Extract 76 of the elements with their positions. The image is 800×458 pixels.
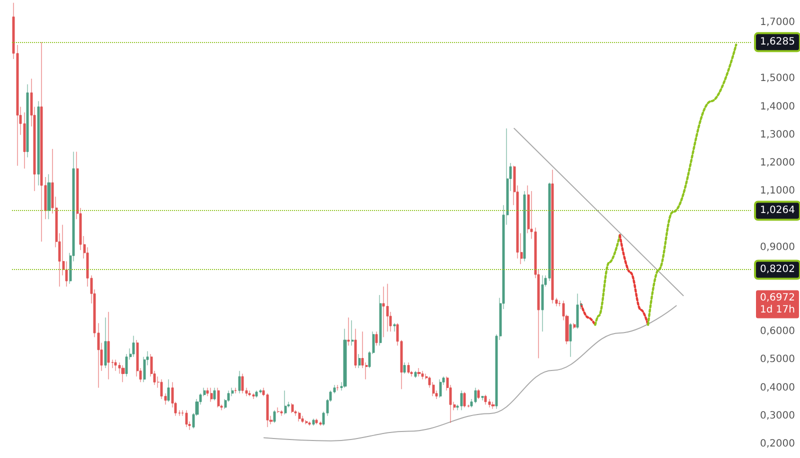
ref-line-label: 0,8202 — [760, 264, 795, 276]
y-tick-label: 0,6000 — [760, 326, 795, 338]
candlestick — [280, 410, 283, 416]
candlestick — [315, 418, 318, 425]
candlestick — [460, 390, 463, 410]
y-tick-label: 1,3000 — [760, 129, 795, 140]
candlestick — [393, 322, 396, 332]
candlestick — [491, 402, 495, 410]
candlestick — [40, 42, 43, 242]
candlestick — [47, 174, 51, 220]
candlestick — [301, 416, 304, 424]
candlestick — [132, 336, 135, 358]
ref-line-label: 1,6285 — [760, 36, 795, 48]
candlestick — [382, 286, 385, 338]
candlestick — [298, 411, 301, 422]
candlestick — [343, 328, 347, 388]
y-tick-label: 0,9000 — [760, 242, 795, 253]
candlestick — [273, 410, 276, 424]
candlestick — [255, 390, 258, 398]
y-tick-label: 1,2000 — [760, 157, 795, 168]
candlestick — [407, 362, 410, 374]
candlestick — [213, 388, 216, 401]
candlestick — [217, 388, 220, 408]
candlestick — [167, 379, 170, 402]
candlestick — [284, 390, 287, 415]
candlestick — [104, 317, 107, 368]
candlestick — [185, 410, 188, 428]
line-series — [263, 305, 677, 442]
candlestick — [252, 393, 255, 400]
candlestick — [463, 392, 466, 408]
y-tick-label: 1,1000 — [760, 186, 795, 197]
y-tick-label: 1,4000 — [760, 101, 795, 112]
candlestick — [484, 394, 487, 405]
candlestick — [375, 331, 378, 346]
candlestick — [414, 370, 417, 378]
candlestick — [277, 407, 280, 414]
candlestick — [523, 190, 526, 262]
line-series — [618, 234, 650, 326]
ref-line-label: 1,0264 — [760, 205, 795, 216]
candlestick — [417, 368, 421, 377]
candlestick — [26, 84, 29, 158]
candlestick — [358, 354, 361, 368]
candlestick — [291, 402, 294, 414]
candlestick — [551, 169, 554, 304]
candlestick — [210, 388, 213, 402]
candlestick — [403, 362, 406, 374]
candlestick — [576, 293, 579, 329]
candlestick — [573, 322, 576, 329]
candlestick — [569, 322, 572, 358]
candlestick — [421, 370, 424, 380]
candlestick — [488, 398, 491, 408]
candlestick — [248, 390, 251, 396]
candlestick — [312, 418, 315, 426]
text: 0,6972 1d 17h — [760, 292, 795, 316]
y-tick-label: 0,5000 — [760, 354, 795, 366]
candlestick — [354, 328, 357, 368]
candlestick — [541, 275, 544, 332]
y-tick-label: 0,2000 — [760, 438, 795, 450]
y-tick-label: 1,7000 — [760, 16, 795, 28]
candlestick — [347, 317, 350, 346]
candlestick — [37, 100, 40, 186]
candlestick — [114, 359, 117, 372]
candlestick — [241, 373, 244, 394]
y-tick-label: 0,3000 — [760, 410, 795, 422]
candlestick — [379, 294, 382, 346]
candlestick — [121, 365, 125, 382]
candlestick — [107, 312, 110, 380]
candlestick — [474, 388, 477, 404]
y-tick-label: 0,4000 — [760, 382, 795, 394]
y-tick-label: 1,5000 — [760, 73, 795, 84]
candlestick — [238, 370, 241, 394]
candlestick — [351, 320, 354, 346]
candlestick — [234, 388, 237, 394]
candlestick — [336, 384, 339, 391]
candlestick — [477, 388, 480, 400]
candlestick — [439, 379, 442, 398]
